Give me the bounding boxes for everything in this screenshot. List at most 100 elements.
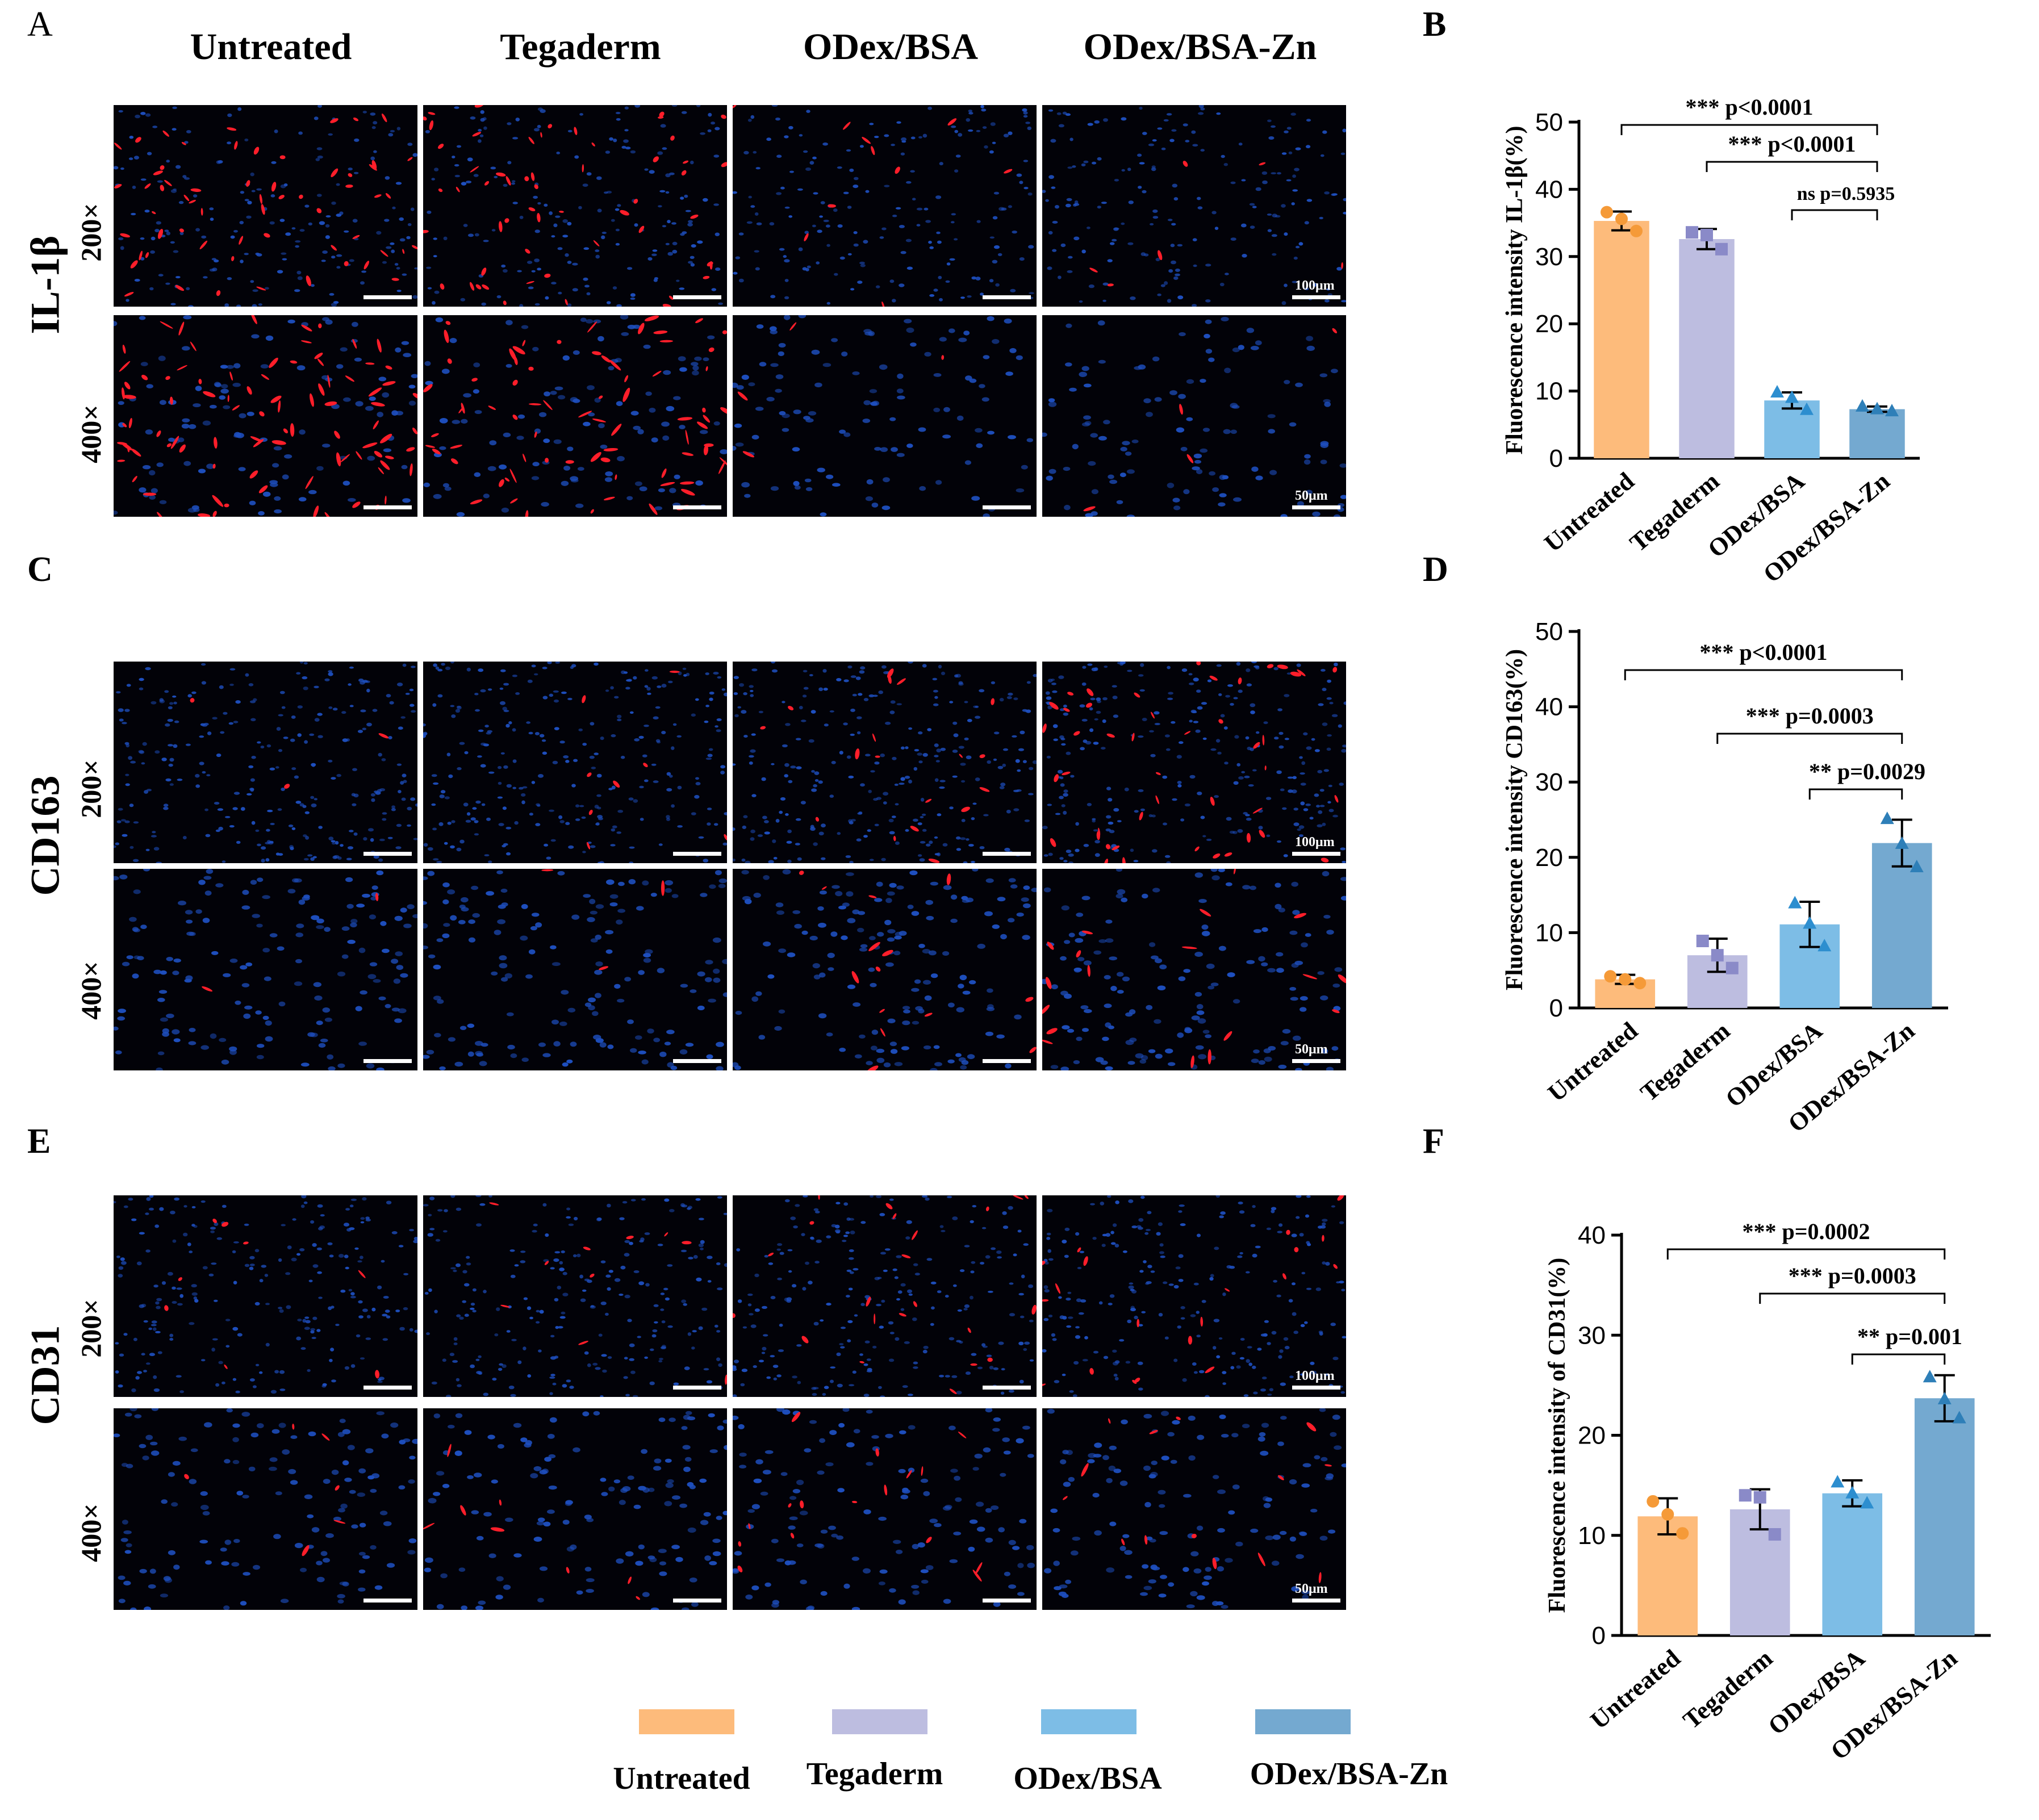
nucleus-mark <box>619 1217 625 1220</box>
nucleus-mark <box>427 1233 433 1237</box>
red-signal-mark <box>624 375 629 383</box>
nucleus-mark <box>1138 1218 1144 1222</box>
nucleus-mark <box>992 1428 1000 1432</box>
nucleus-mark <box>151 701 157 705</box>
nucleus-mark <box>533 1223 538 1227</box>
nucleus-mark <box>937 813 942 817</box>
nucleus-mark <box>956 1007 964 1012</box>
nucleus-mark <box>907 1394 913 1396</box>
nucleus-mark <box>1227 684 1233 687</box>
nucleus-mark <box>1000 934 1007 940</box>
nucleus-mark <box>683 1466 691 1472</box>
nucleus-mark <box>145 1434 153 1440</box>
nucleus-mark <box>1054 1380 1060 1383</box>
red-signal-mark <box>131 449 141 457</box>
nucleus-mark <box>963 1308 968 1311</box>
nucleus-mark <box>629 1358 634 1361</box>
nucleus-mark <box>1277 172 1281 175</box>
nucleus-mark <box>1300 801 1305 806</box>
nucleus-mark <box>565 253 569 257</box>
nucleus-mark <box>939 786 945 789</box>
nucleus-mark <box>1306 746 1312 750</box>
nucleus-mark <box>868 967 875 972</box>
nucleus-mark <box>658 488 665 492</box>
nucleus-mark <box>1288 1299 1293 1303</box>
nucleus-mark <box>521 793 526 797</box>
nucleus-mark <box>1326 697 1332 700</box>
nucleus-mark <box>166 160 170 163</box>
nucleus-mark <box>1246 668 1251 672</box>
nucleus-mark <box>971 496 980 501</box>
red-signal-mark <box>720 407 727 415</box>
nucleus-mark <box>943 407 950 412</box>
nucleus-mark <box>1048 468 1056 474</box>
nucleus-mark <box>330 1348 335 1352</box>
red-signal-mark <box>537 212 541 223</box>
nucleus-mark <box>1332 1357 1339 1361</box>
red-signal-mark <box>578 1341 588 1345</box>
nucleus-mark <box>664 1198 670 1202</box>
nucleus-mark <box>166 957 173 961</box>
nucleus-mark <box>163 804 169 807</box>
red-signal-mark <box>721 162 727 168</box>
nucleus-mark <box>913 1361 918 1365</box>
nucleus-mark <box>842 1240 847 1242</box>
nucleus-mark <box>571 784 576 788</box>
nucleus-mark <box>261 859 265 863</box>
nucleus-mark <box>762 1306 767 1309</box>
nucleus-mark <box>1062 1025 1070 1030</box>
nucleus-mark <box>278 1422 286 1428</box>
nucleus-mark <box>713 968 720 974</box>
nucleus-mark <box>501 507 509 513</box>
nucleus-mark <box>756 222 762 225</box>
nucleus-mark <box>1343 701 1346 705</box>
nucleus-mark <box>872 400 879 406</box>
nucleus-mark <box>245 962 253 967</box>
data-point <box>1601 206 1613 219</box>
nucleus-mark <box>623 139 629 143</box>
nucleus-mark <box>521 325 529 329</box>
nucleus-mark <box>1060 243 1066 248</box>
nucleus-mark <box>403 1438 411 1442</box>
nucleus-mark <box>586 292 591 295</box>
data-point <box>1831 1475 1845 1488</box>
nucleus-mark <box>620 1488 628 1493</box>
nucleus-mark <box>713 823 718 826</box>
nucleus-mark <box>1146 1536 1153 1541</box>
nucleus-mark <box>396 290 402 292</box>
nucleus-mark <box>776 1248 781 1251</box>
nucleus-mark <box>273 1534 281 1539</box>
red-signal-mark <box>345 184 353 188</box>
red-signal-mark <box>1259 162 1266 166</box>
nucleus-mark <box>863 1394 870 1397</box>
nucleus-mark <box>1194 459 1201 464</box>
nucleus-mark <box>663 1287 668 1291</box>
nucleus-mark <box>1060 956 1067 961</box>
nucleus-mark <box>519 215 524 219</box>
nucleus-mark <box>1319 1536 1328 1541</box>
nucleus-mark <box>1221 154 1225 158</box>
nucleus-mark <box>1064 505 1071 511</box>
nucleus-mark <box>1059 776 1064 780</box>
nucleus-mark <box>1068 861 1073 863</box>
nucleus-mark <box>512 202 518 204</box>
nucleus-mark <box>574 155 579 159</box>
nucleus-mark <box>584 1567 592 1572</box>
red-signal-mark <box>334 430 340 439</box>
nucleus-mark <box>145 429 153 435</box>
y-tick-label: 10 <box>1578 1522 1606 1550</box>
nucleus-mark <box>1191 130 1196 134</box>
nucleus-mark <box>575 503 584 508</box>
nucleus-mark <box>358 1587 366 1592</box>
nucleus-mark <box>1301 761 1306 765</box>
red-signal-mark <box>859 1361 864 1363</box>
nucleus-mark <box>1173 1358 1178 1362</box>
nucleus-mark <box>223 1605 230 1610</box>
nucleus-mark <box>950 1468 958 1473</box>
nucleus-mark <box>609 894 619 899</box>
nucleus-mark <box>809 674 813 676</box>
red-signal-mark <box>250 315 257 324</box>
nucleus-mark <box>913 1263 918 1266</box>
nucleus-mark <box>1164 1336 1169 1340</box>
nucleus-mark <box>972 802 977 805</box>
